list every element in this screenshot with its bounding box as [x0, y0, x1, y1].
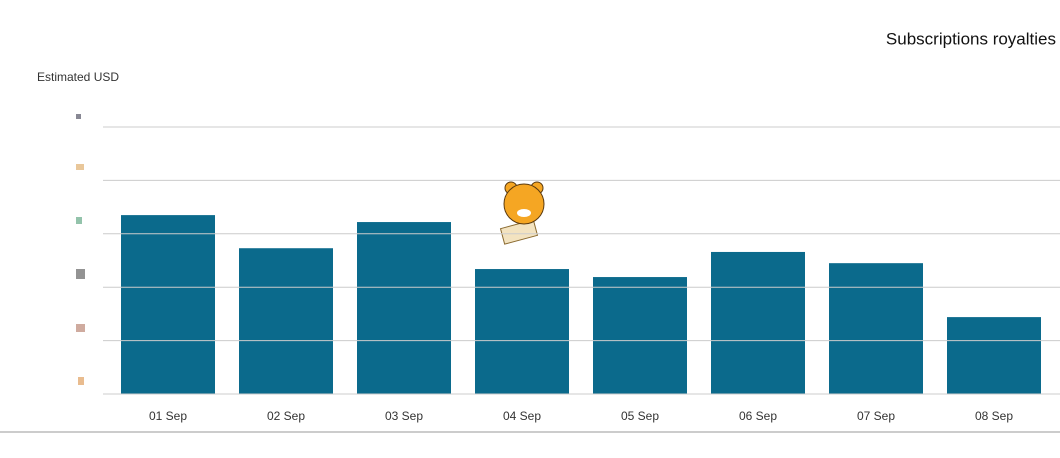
bar: [829, 263, 923, 394]
y-axis-label: Estimated USD: [37, 70, 119, 84]
sticker: [499, 181, 545, 245]
obscured-y-tick-labels: [76, 114, 85, 385]
bar: [711, 251, 805, 394]
bar: [239, 248, 333, 394]
bar: [357, 222, 451, 394]
x-tick-label: 05 Sep: [621, 409, 659, 423]
x-tick-label: 03 Sep: [385, 409, 423, 423]
x-tick-label: 01 Sep: [149, 409, 187, 423]
x-tick-label: 08 Sep: [975, 409, 1013, 423]
bar: [121, 215, 215, 394]
x-tick-label: 07 Sep: [857, 409, 895, 423]
x-tick-label: 02 Sep: [267, 409, 305, 423]
x-tick-label: 06 Sep: [739, 409, 777, 423]
bar: [475, 269, 569, 394]
bar: [593, 277, 687, 394]
x-tick-label: 04 Sep: [503, 409, 541, 423]
bar: [947, 317, 1041, 394]
chart-title: Subscriptions royalties: [886, 29, 1056, 48]
